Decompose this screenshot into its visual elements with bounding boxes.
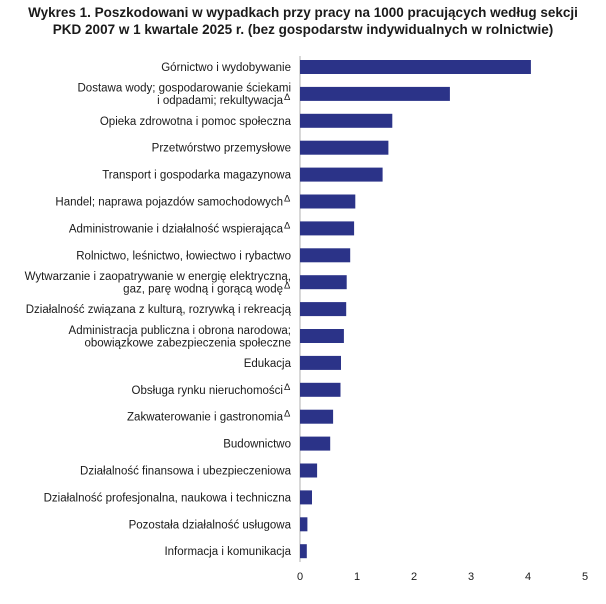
bar [300,60,531,74]
bar [300,302,347,317]
category-label: Obsługa rynku nieruchomości [132,385,284,397]
category-label: Przetwórstwo przemysłowe [152,143,291,155]
category-label: Rolnictwo, leśnictwo, łowiectwo i rybact… [76,250,291,262]
delta-marker: Δ [284,280,291,291]
x-tick-label: 5 [582,571,588,583]
category-label: i odpadami; rekultywacja [157,95,284,107]
category-label: Opieka zdrowotna i pomoc społeczna [100,116,292,128]
bar [300,382,341,397]
category-label: obowiązkowe zabezpieczenia społeczne [85,337,292,349]
category-label: Górnictwo i wydobywanie [161,62,291,74]
x-tick-label: 4 [525,571,531,583]
category-label: Działalność związana z kulturą, rozrywką… [26,304,292,316]
bar [300,544,307,559]
chart-title-line-1: Wykres 1. Poszkodowani w wypadkach przy … [28,5,578,20]
delta-marker: Δ [284,382,291,393]
bar [300,140,389,155]
category-label: Administracja publiczna i obrona narodow… [69,325,291,337]
bar [300,113,393,128]
delta-marker: Δ [284,409,291,420]
bar [300,275,347,290]
category-label: Pozostała działalność usługowa [129,519,292,531]
bar [300,86,450,101]
bar [300,517,308,532]
bar [300,167,383,182]
x-tick-label: 0 [297,571,303,583]
bar [300,248,351,263]
bar [300,221,355,236]
category-label: Działalność finansowa i ubezpieczeniowa [80,466,292,478]
chart-title: Wykres 1. Poszkodowani w wypadkach przy … [0,4,606,38]
category-label: Informacja i komunikacja [164,546,291,558]
category-label: Dostawa wody; gospodarowanie ściekami [78,83,292,95]
category-label: Działalność profesjonalna, naukowa i tec… [44,492,292,504]
delta-marker: Δ [284,92,291,103]
chart-title-line-2: PKD 2007 w 1 kwartale 2025 r. (bez gospo… [52,22,554,37]
bar [300,436,331,451]
category-label: Administrowanie i działalność wspierając… [69,223,284,235]
category-label: Edukacja [244,358,292,370]
bar [300,490,312,505]
category-label: gaz, parę wodną i gorącą wodę [123,283,283,295]
bar [300,329,344,343]
x-tick-label: 3 [468,571,474,583]
bar [300,463,318,478]
category-label: Zakwaterowanie i gastronomia [127,412,284,424]
delta-marker: Δ [284,220,291,231]
category-label: Budownictwo [223,439,291,451]
delta-marker: Δ [284,194,291,205]
category-label: Wytwarzanie i zaopatrywanie w energię el… [25,271,291,283]
bar [300,409,334,424]
bar [300,355,341,370]
x-tick-label: 1 [354,571,360,583]
category-label: Transport i gospodarka magazynowa [102,170,291,182]
x-tick-label: 2 [411,571,417,583]
category-label: Handel; naprawa pojazdów samochodowych [55,197,283,209]
bar [300,194,356,209]
